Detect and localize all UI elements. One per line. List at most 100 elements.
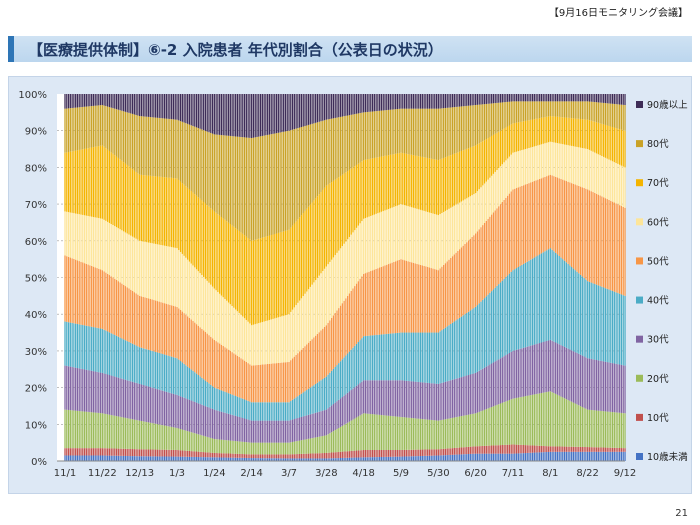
bar-segment (551, 94, 553, 102)
bar-segment (206, 131, 208, 206)
bar-segment (428, 383, 431, 420)
bar-segment (377, 457, 379, 461)
bar-segment (222, 135, 224, 219)
bar-segment (101, 448, 103, 456)
bar-segment (69, 151, 71, 213)
bar-segment (519, 150, 521, 187)
bar-segment (553, 94, 555, 102)
bar-segment (91, 448, 93, 456)
bar-segment (345, 457, 347, 461)
bar-segment (471, 453, 473, 461)
bar-segment (334, 94, 336, 118)
bar-segment (156, 449, 159, 457)
bar-segment (361, 450, 363, 458)
bar-segment (199, 327, 201, 377)
bar-segment (110, 375, 112, 416)
bar-segment (553, 446, 555, 452)
bar-segment (569, 265, 571, 350)
bar-segment (341, 397, 343, 426)
bar-segment (606, 447, 608, 452)
bar-segment (163, 177, 166, 246)
bar-segment (459, 94, 461, 107)
bar-segment (258, 136, 260, 239)
bar-segment (379, 267, 381, 335)
bar-segment (320, 411, 322, 437)
bar-segment (347, 451, 349, 458)
bar-segment (327, 322, 329, 375)
bar-segment (155, 351, 157, 389)
bar-segment (92, 371, 95, 413)
bar-segment (587, 189, 589, 282)
bar-segment (297, 353, 299, 397)
bar-segment (299, 394, 301, 418)
bar-segment (128, 448, 130, 457)
bar-segment (229, 414, 231, 441)
bar-segment (400, 332, 402, 381)
bar-segment (615, 163, 617, 204)
bar-segment (215, 457, 217, 461)
bar-segment (615, 128, 617, 164)
bar-segment (363, 273, 365, 337)
bar-segment (192, 321, 194, 371)
bar-segment (82, 149, 84, 215)
bar-segment (220, 94, 223, 136)
bar-segment (341, 303, 343, 360)
bar-segment (307, 453, 310, 459)
bar-segment (286, 442, 288, 455)
bar-segment (178, 450, 180, 457)
bar-segment (247, 321, 249, 364)
bar-segment (316, 437, 319, 454)
bar-segment (329, 118, 331, 184)
bar-segment (272, 318, 274, 364)
bar-segment (400, 456, 402, 461)
bar-segment (217, 457, 219, 461)
bar-segment (146, 94, 148, 117)
bar-segment (153, 300, 155, 352)
bar-segment (592, 283, 594, 360)
bar-segment (476, 412, 479, 447)
bar-segment (435, 420, 438, 450)
bar-segment (290, 311, 292, 361)
bar-segment (377, 414, 379, 450)
bar-segment (574, 146, 576, 185)
bar-segment (75, 448, 77, 456)
bar-segment (491, 94, 493, 104)
bar-segment (539, 144, 541, 179)
bar-segment (124, 448, 127, 456)
bar-segment (334, 312, 336, 367)
bar-segment (491, 175, 493, 215)
bar-segment (608, 447, 610, 452)
bar-segment (227, 222, 230, 303)
bar-segment (565, 181, 567, 263)
bar-segment (236, 396, 239, 417)
bar-segment (332, 118, 335, 181)
bar-segment (151, 350, 153, 388)
legend-swatch (636, 257, 643, 265)
bar-segment (611, 447, 614, 452)
bar-segment (363, 218, 365, 274)
bar-segment (530, 119, 532, 148)
bar-segment (373, 157, 375, 215)
bar-segment (619, 364, 621, 413)
bar-segment (158, 449, 160, 457)
bar-segment (439, 94, 441, 109)
bar-segment (85, 411, 87, 449)
bar-segment (601, 286, 603, 362)
bar-segment (306, 453, 308, 459)
bar-segment (131, 236, 134, 291)
bar-segment (544, 94, 546, 102)
bar-segment (107, 221, 109, 274)
bar-segment (547, 391, 550, 447)
bar-segment (329, 458, 331, 461)
bar-segment (331, 370, 333, 406)
bar-segment (343, 173, 345, 244)
bar-segment (386, 94, 388, 111)
bar-segment (89, 106, 91, 148)
bar-segment (183, 313, 185, 364)
bar-segment (352, 457, 354, 461)
bar-segment (233, 453, 235, 458)
bar-segment (265, 236, 267, 322)
bar-segment (208, 282, 210, 336)
bar-segment (402, 449, 404, 457)
bar-segment (139, 383, 141, 421)
